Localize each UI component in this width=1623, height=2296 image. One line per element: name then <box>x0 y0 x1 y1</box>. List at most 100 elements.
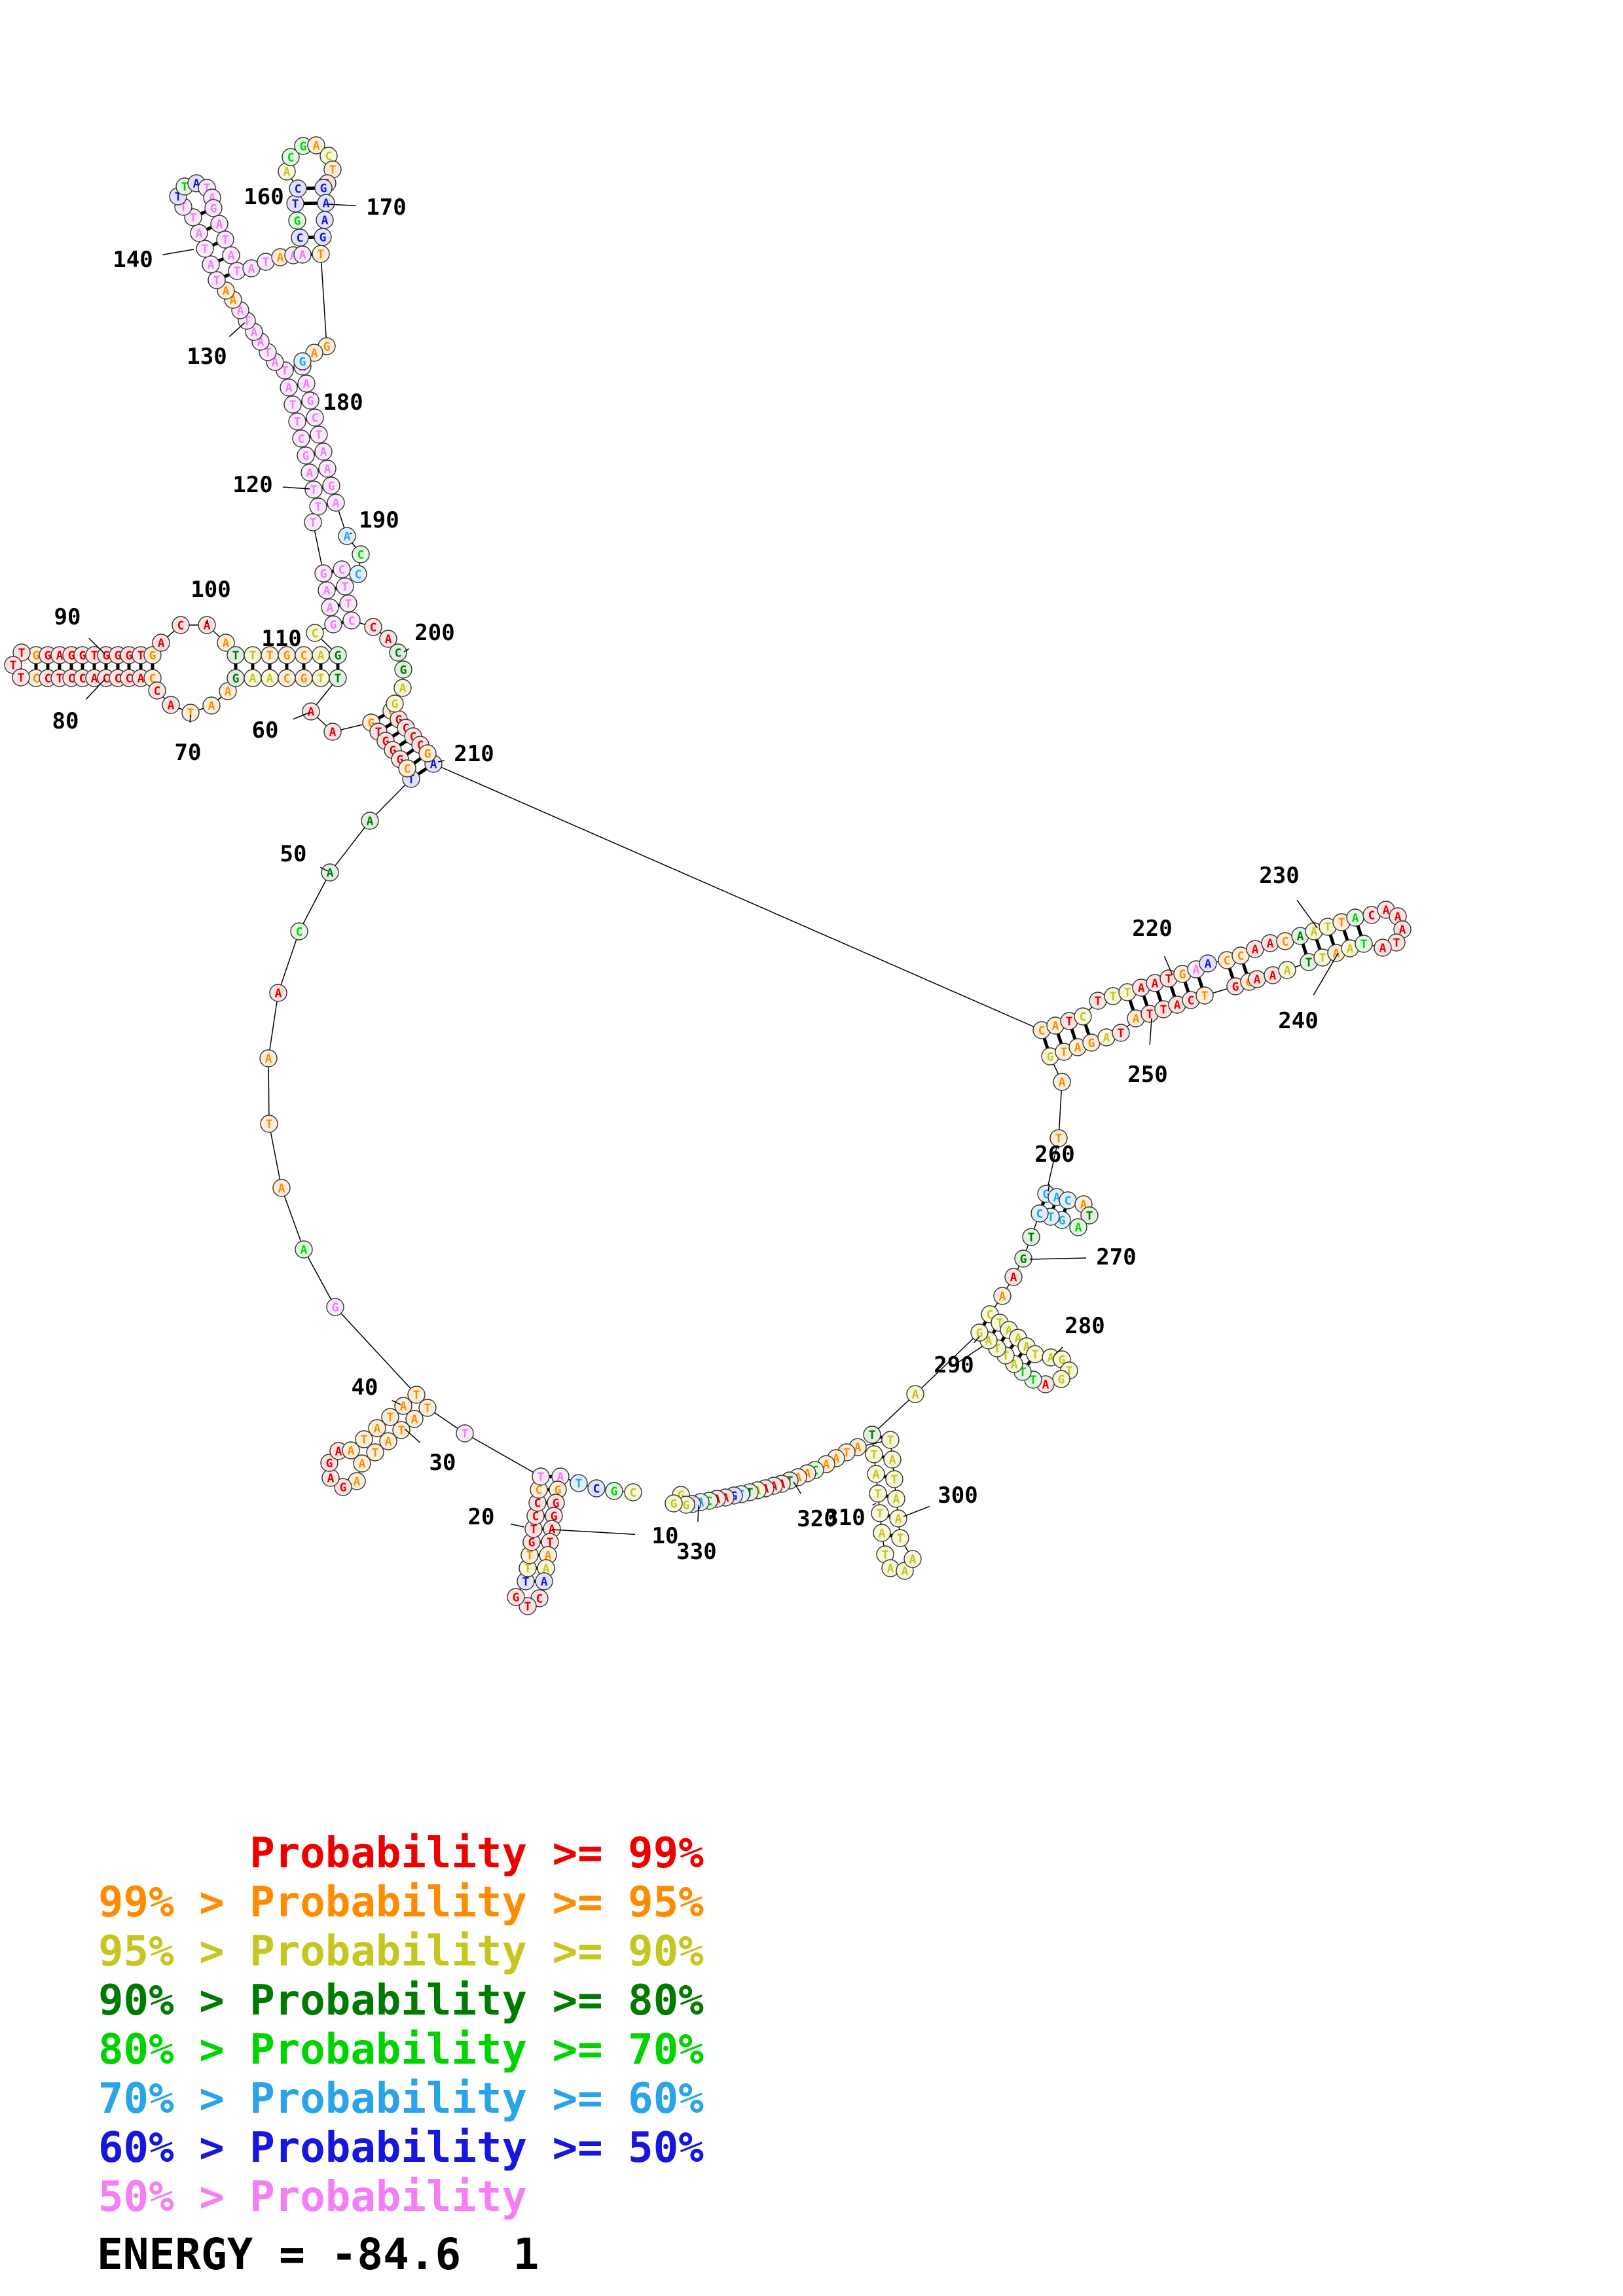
nucleotide-letter: T <box>1338 916 1345 930</box>
backbone-link <box>320 253 327 347</box>
nucleotide-letter: T <box>1110 990 1117 1004</box>
nucleotide-letter: T <box>310 484 318 497</box>
nucleotide <box>208 271 226 289</box>
position-label: 230 <box>1259 863 1299 889</box>
position-label: 60 <box>252 717 279 744</box>
backbone-segment <box>329 820 371 873</box>
nucleotide <box>1014 1249 1032 1268</box>
nucleotide-letter: A <box>545 1549 552 1563</box>
nucleotide-letter: T <box>18 647 26 660</box>
nucleotide-letter: T <box>462 1427 469 1441</box>
nucleotide-letter: A <box>1138 982 1145 996</box>
nucleotide-letter: A <box>999 1290 1006 1304</box>
label-leader-line <box>437 760 445 762</box>
nucleotide-letter: A <box>272 356 279 370</box>
nucleotide-letter: A <box>912 1388 919 1402</box>
nucleotide <box>289 179 307 198</box>
nucleotide-letter: G <box>328 480 335 493</box>
position-label: 330 <box>676 1539 716 1565</box>
nucleotide-letter: T <box>294 416 301 429</box>
backbone-link <box>335 1306 417 1395</box>
nucleotide-letter: T <box>266 649 274 663</box>
nucleotide-letter: T <box>361 1433 368 1447</box>
label-leader-line <box>228 322 246 337</box>
nucleotide-letter: A <box>902 1565 909 1579</box>
nucleotide-letter: A <box>1267 937 1274 951</box>
nucleotide <box>318 459 337 478</box>
energy-label: ENERGY = -84.6 1 <box>97 2229 539 2280</box>
nucleotide-letter: G <box>335 649 342 663</box>
nucleotide <box>1355 935 1373 953</box>
label-leader-line <box>1296 899 1318 929</box>
nucleotide <box>143 646 162 664</box>
position-label: 10 <box>652 1523 679 1549</box>
nucleotide-letter: G <box>553 1497 560 1511</box>
nucleotide <box>12 668 30 687</box>
nucleotide-letter: C <box>301 649 308 663</box>
nucleotide-letter: A <box>91 672 98 686</box>
label-layer: 10 20 30 40 50 60 70 80 90 100 110 120 130 140 160 170 1… <box>52 184 1339 1565</box>
nucleotide <box>1112 1024 1130 1042</box>
nucleotide <box>190 224 208 242</box>
nucleotide <box>12 643 31 662</box>
nucleotide-letter: T <box>18 672 25 685</box>
nucleotide-letter: T <box>1124 986 1131 1000</box>
position-label: 120 <box>232 472 272 498</box>
nucleotide-letter: G <box>611 1485 618 1499</box>
nucleotide-letter: C <box>177 619 185 633</box>
nucleotide-letter: T <box>56 672 64 686</box>
nucleotide <box>297 446 315 465</box>
nucleotide <box>329 669 347 687</box>
label-leader-line <box>403 648 410 653</box>
nucleotide-letter: C <box>536 1484 543 1498</box>
nucleotide-letter: C <box>630 1486 637 1500</box>
backbone-segment <box>299 872 331 932</box>
nucleotide-letter: C <box>1065 1194 1072 1208</box>
nucleotide-letter: T <box>345 598 352 611</box>
nucleotide <box>318 581 336 600</box>
nucleotide <box>355 1430 373 1448</box>
position-label: 180 <box>323 389 363 416</box>
nucleotide <box>906 1385 924 1403</box>
nucleotide <box>293 352 312 370</box>
label-leader-line <box>510 1523 524 1528</box>
nucleotide <box>970 1323 989 1342</box>
nucleotide-letter: T <box>175 190 182 204</box>
label-leader-line <box>206 619 208 624</box>
nucleotide <box>272 1179 291 1197</box>
nucleotide <box>519 1597 537 1615</box>
nucleotide-letter: G <box>79 649 86 663</box>
nucleotide-letter: A <box>889 1454 896 1467</box>
nucleotide <box>1074 1007 1092 1026</box>
nucleotide-letter: A <box>306 467 314 480</box>
nucleotide-letter: A <box>1352 912 1359 925</box>
nucleotide-letter: G <box>319 231 327 245</box>
label-leader-line <box>793 1481 802 1494</box>
legend-item: 95% > Probability >= 90% <box>98 1928 704 1976</box>
nucleotide-letter: C <box>410 730 417 744</box>
nucleotide <box>887 1490 905 1508</box>
position-label: 240 <box>1278 1008 1318 1034</box>
nucleotide <box>1195 986 1214 1005</box>
nucleotide <box>605 1482 623 1500</box>
nucleotide-letter: A <box>208 700 215 713</box>
nucleotide-letter: A <box>323 197 330 211</box>
backbone-segment <box>268 1123 282 1189</box>
nucleotide-letter: C <box>1080 1011 1087 1024</box>
nucleotide <box>1199 954 1217 973</box>
nucleotide-letter: G <box>283 649 291 663</box>
nucleotide-letter: T <box>994 1342 1001 1356</box>
nucleotide-letter: C <box>1036 1208 1044 1221</box>
nucleotide-letter: G <box>683 1499 690 1513</box>
nucleotide-letter: A <box>168 699 175 713</box>
nucleotide-letter: C <box>312 627 319 641</box>
nucleotide <box>379 1432 397 1450</box>
nucleotide-letter: T <box>1118 1027 1125 1041</box>
nucleotide-letter: G <box>1043 1188 1050 1202</box>
nucleotide <box>587 1479 606 1498</box>
nucleotide-letter: A <box>1174 999 1181 1013</box>
nucleotide-letter: A <box>320 446 327 459</box>
nucleotide-letter: T <box>413 1389 420 1403</box>
